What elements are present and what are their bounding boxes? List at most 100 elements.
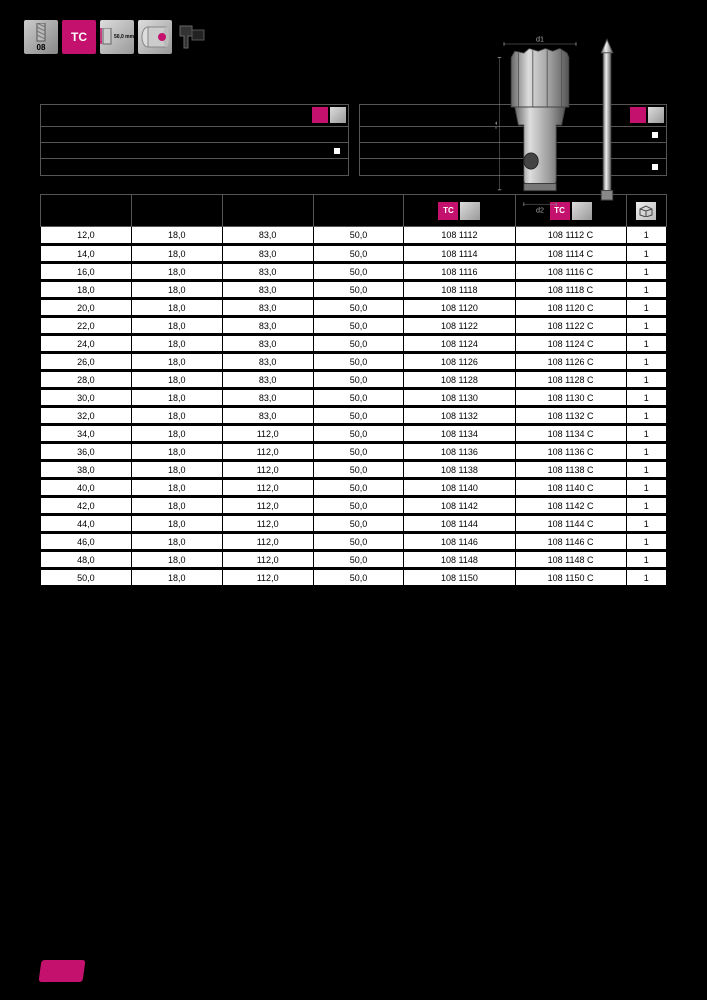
table-cell: 18,0	[131, 497, 222, 515]
table-cell: 83,0	[222, 317, 313, 335]
table-cell: 50,0	[313, 353, 404, 371]
table-cell: 18,0	[131, 371, 222, 389]
table-cell: 108 1116 C	[515, 263, 626, 281]
table-cell: 18,0	[131, 335, 222, 353]
table-cell: 50,0	[313, 479, 404, 497]
table-cell: 108 1114	[404, 245, 515, 263]
table-cell: 108 1120	[404, 299, 515, 317]
table-row: 38,018,0112,050,0108 1138108 1138 C1	[41, 461, 667, 479]
table-cell: 50,0	[313, 227, 404, 245]
table-cell: 1	[626, 407, 666, 425]
table-cell: 108 1112 C	[515, 227, 626, 245]
table-cell: 112,0	[222, 551, 313, 569]
table-cell: 18,0	[131, 281, 222, 299]
table-cell: 18,0	[131, 263, 222, 281]
table-row: 50,018,0112,050,0108 1150108 1150 C1	[41, 569, 667, 587]
table-cell: 18,0	[131, 479, 222, 497]
table-cell: 14,0	[41, 245, 132, 263]
depth-label: 50,0 mm	[114, 34, 134, 40]
table-cell: 50,0	[313, 425, 404, 443]
table-cell: 108 1134	[404, 425, 515, 443]
spec-table: TC TC 12,018,083,050,0108 1112108 1112 C…	[40, 194, 667, 588]
table-cell: 108 1142 C	[515, 497, 626, 515]
mini-tc-icon	[312, 107, 328, 123]
svg-text:l 1: l 1	[495, 121, 499, 129]
table-row: 16,018,083,050,0108 1116108 1116 C1	[41, 263, 667, 281]
mini-steel-icon	[648, 107, 664, 123]
table-cell: 112,0	[222, 425, 313, 443]
table-cell: 18,0	[131, 299, 222, 317]
table-cell: 1	[626, 317, 666, 335]
table-row: 32,018,083,050,0108 1132108 1132 C1	[41, 407, 667, 425]
machine-icon	[176, 20, 210, 54]
table-cell: 112,0	[222, 533, 313, 551]
table-cell: 1	[626, 389, 666, 407]
table-cell: 108 1140 C	[515, 479, 626, 497]
table-cell: 108 1148 C	[515, 551, 626, 569]
table-cell: 108 1126	[404, 353, 515, 371]
table-cell: 34,0	[41, 425, 132, 443]
table-cell: 108 1140	[404, 479, 515, 497]
series-number: 08	[37, 43, 46, 52]
table-row: 24,018,083,050,0108 1124108 1124 C1	[41, 335, 667, 353]
table-cell: 83,0	[222, 353, 313, 371]
table-cell: 1	[626, 299, 666, 317]
table-row: 30,018,083,050,0108 1130108 1130 C1	[41, 389, 667, 407]
brand-logo	[38, 960, 85, 982]
table-cell: 112,0	[222, 497, 313, 515]
table-cell: 108 1128	[404, 371, 515, 389]
selection-dot	[652, 164, 658, 170]
table-cell: 44,0	[41, 515, 132, 533]
drill-series-icon: 08	[24, 20, 58, 54]
table-row: 36,018,0112,050,0108 1136108 1136 C1	[41, 443, 667, 461]
table-cell: 108 1124 C	[515, 335, 626, 353]
table-cell: 50,0	[313, 389, 404, 407]
table-row: 14,018,083,050,0108 1114108 1114 C1	[41, 245, 667, 263]
table-cell: 108 1144 C	[515, 515, 626, 533]
table-row: 34,018,0112,050,0108 1134108 1134 C1	[41, 425, 667, 443]
table-cell: 28,0	[41, 371, 132, 389]
table-cell: 108 1130 C	[515, 389, 626, 407]
table-cell: 12,0	[41, 227, 132, 245]
cutter-illustration: d1 l 1 d2	[495, 30, 585, 220]
header-tc-icon: TC	[438, 202, 458, 220]
table-row: 44,018,0112,050,0108 1144108 1144 C1	[41, 515, 667, 533]
table-cell: 18,0	[41, 281, 132, 299]
table-cell: 1	[626, 497, 666, 515]
table-cell: 18,0	[131, 425, 222, 443]
table-cell: 108 1120 C	[515, 299, 626, 317]
table-cell: 1	[626, 371, 666, 389]
table-cell: 26,0	[41, 353, 132, 371]
table-cell: 50,0	[313, 497, 404, 515]
depth-icon: 50,0 mm	[100, 20, 134, 54]
table-cell: 112,0	[222, 515, 313, 533]
mid-table-left	[40, 104, 349, 176]
table-cell: 50,0	[313, 551, 404, 569]
table-cell: 108 1148	[404, 551, 515, 569]
table-cell: 108 1114 C	[515, 245, 626, 263]
table-cell: 108 1126 C	[515, 353, 626, 371]
table-cell: 18,0	[131, 317, 222, 335]
table-cell: 83,0	[222, 281, 313, 299]
table-cell: 18,0	[131, 389, 222, 407]
table-cell: 50,0	[313, 461, 404, 479]
table-cell: 22,0	[41, 317, 132, 335]
table-cell: 108 1130	[404, 389, 515, 407]
table-row: 18,018,083,050,0108 1118108 1118 C1	[41, 281, 667, 299]
table-row: 40,018,0112,050,0108 1140108 1140 C1	[41, 479, 667, 497]
table-cell: 1	[626, 335, 666, 353]
table-cell: 1	[626, 551, 666, 569]
table-cell: 108 1122	[404, 317, 515, 335]
table-cell: 18,0	[131, 407, 222, 425]
table-cell: 108 1150	[404, 569, 515, 587]
table-cell: 108 1146 C	[515, 533, 626, 551]
table-cell: 1	[626, 245, 666, 263]
table-cell: 32,0	[41, 407, 132, 425]
tc-icon: TC	[62, 20, 96, 54]
table-cell: 1	[626, 569, 666, 587]
table-cell: 83,0	[222, 227, 313, 245]
table-cell: 108 1122 C	[515, 317, 626, 335]
table-cell: 50,0	[313, 443, 404, 461]
table-cell: 50,0	[313, 317, 404, 335]
table-cell: 108 1118	[404, 281, 515, 299]
